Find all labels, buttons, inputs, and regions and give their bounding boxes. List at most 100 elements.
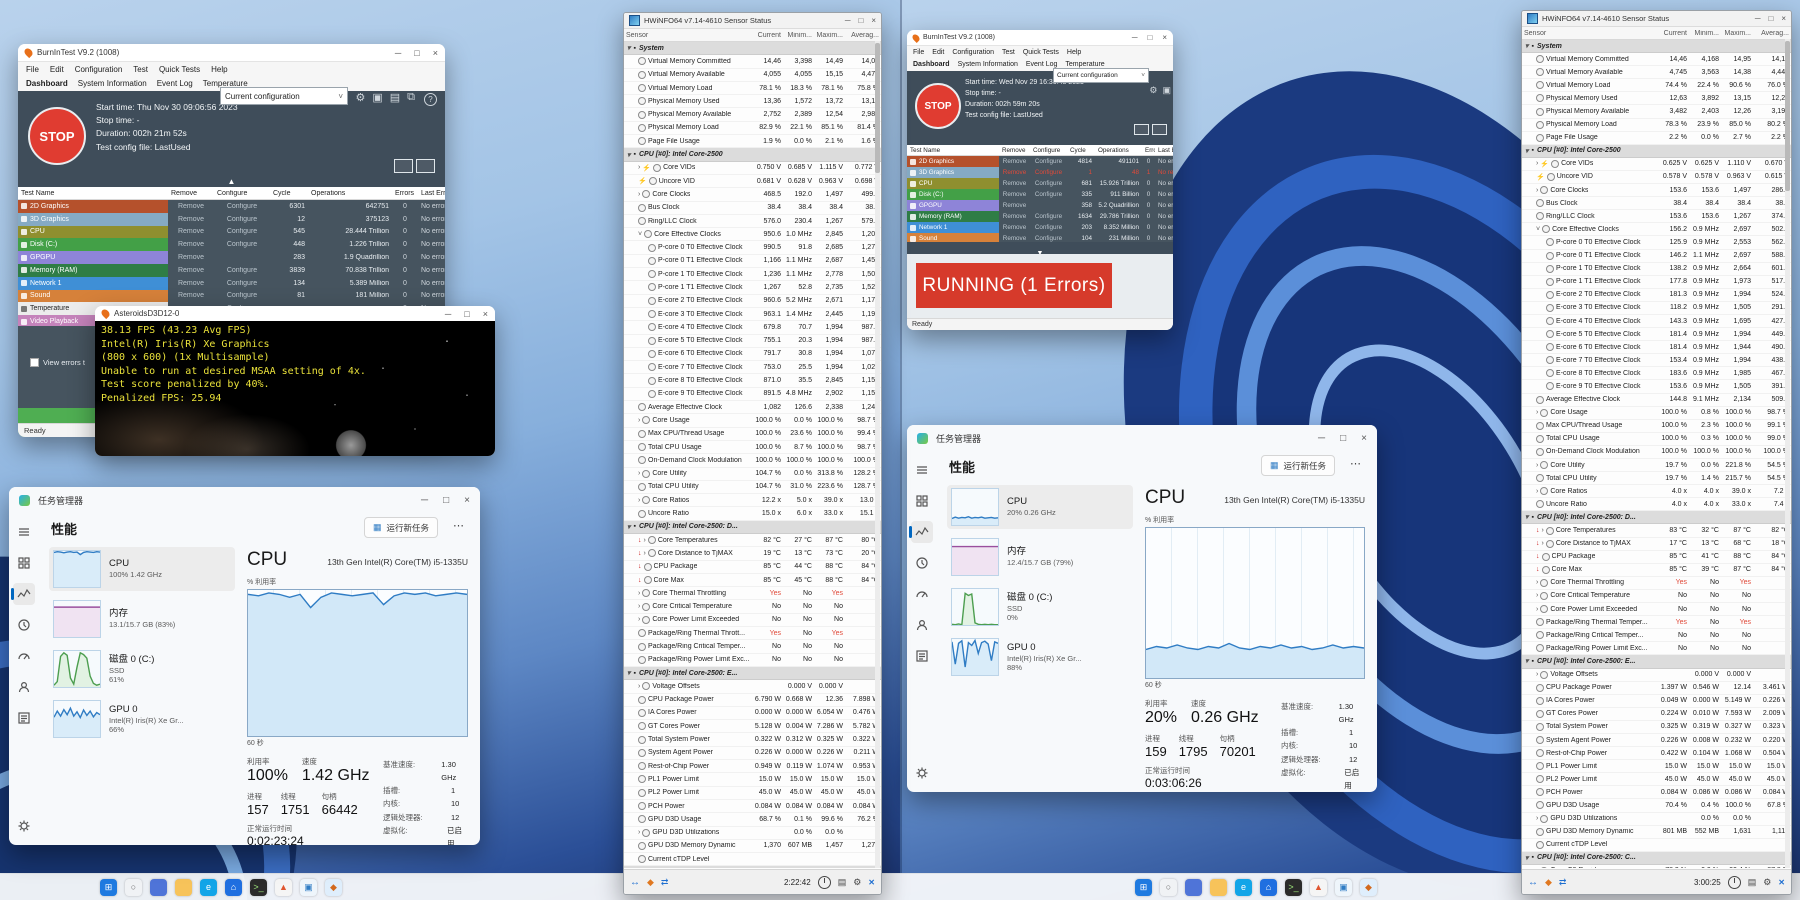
sensor-row[interactable]: ↓ CPU Package 85 °C 41 °C 88 °C 84 °C: [1522, 551, 1791, 564]
minimize-button[interactable]: ─: [394, 47, 402, 58]
collapse-arrow-icon[interactable]: ▾: [1525, 43, 1529, 51]
sensor-row[interactable]: ↓ › Core Distance to TjMAX 17 °C 13 °C 68 °C 1…: [1522, 538, 1791, 551]
gear-icon[interactable]: ⚙: [355, 92, 366, 104]
test-row[interactable]: GPGPU Remove 283 1.9 Quadrillion 0 No errors: [18, 251, 445, 264]
close-sensors-icon[interactable]: ✕: [1778, 877, 1785, 887]
perf-card-cpu[interactable]: CPU 20% 0.26 GHz: [947, 485, 1133, 529]
sensor-row[interactable]: › Core Clocks 153.6 153.6 1,497 286.7: [1522, 184, 1791, 198]
remove-link[interactable]: Remove: [177, 241, 205, 249]
taskbar-icon-task-view[interactable]: [150, 878, 167, 896]
sensor-row[interactable]: Uncore Ratio 15.0 x 6.0 x 33.0 x 15.1 x: [624, 507, 881, 521]
perf-card-disk[interactable]: 磁盘 0 (C:) SSD 61%: [49, 647, 235, 691]
sensor-row[interactable]: ⚡ Uncore VID 0.681 V 0.628 V 0.963 V 0.698 V: [624, 175, 881, 189]
tab-event-log[interactable]: Event Log: [156, 79, 193, 88]
menu-help[interactable]: Help: [211, 64, 228, 74]
taskbar-icon-edge[interactable]: e: [200, 878, 217, 896]
sensor-row[interactable]: CPU Package Power 6.790 W 0.668 W 12.36 7.89…: [624, 694, 881, 707]
menu-help[interactable]: Help: [1066, 48, 1082, 56]
sensor-row[interactable]: › Core Utility 19.7 % 0.0 % 221.8 % 54.5 %: [1522, 459, 1791, 473]
taskbar-icon-terminal[interactable]: >_: [250, 878, 267, 896]
configure-link[interactable]: Configure: [1034, 191, 1063, 198]
meter-view-icon[interactable]: [1152, 124, 1167, 135]
minimize-button[interactable]: ─: [421, 494, 429, 506]
sensor-row[interactable]: GT Cores Power 0.224 W 0.010 W 7.593 W 2.009…: [1522, 708, 1791, 721]
sensor-row[interactable]: › Voltage Offsets 0.000 V 0.000 V: [624, 680, 881, 694]
sensor-row[interactable]: › Core Critical Temperature No No No: [1522, 590, 1791, 604]
tab-dashboard[interactable]: Dashboard: [913, 61, 950, 68]
nav-menu[interactable]: [13, 521, 35, 543]
expand-arrow-icon[interactable]: ›: [1536, 592, 1539, 600]
maximize-button[interactable]: □: [1768, 14, 1774, 23]
sensor-row[interactable]: Bus Clock 38.4 38.4 38.4 38.4: [1522, 197, 1791, 211]
test-row[interactable]: Network 1 Remove Configure 203 8.352 Million…: [907, 222, 1173, 233]
sensor-row[interactable]: Total CPU Utility 19.7 % 1.4 % 215.7 % 54.5 …: [1522, 472, 1791, 486]
expand-arrow-icon[interactable]: ›: [1536, 160, 1539, 168]
sensor-row[interactable]: System Agent Power 0.226 W 0.000 W 0.226 W 0…: [624, 747, 881, 761]
sensor-row[interactable]: › GPU D3D Utilizations 0.0 % 0.0 %: [1522, 813, 1791, 826]
help-icon[interactable]: ?: [424, 93, 437, 106]
scrollbar[interactable]: [1785, 39, 1790, 868]
remove-link[interactable]: Remove: [1002, 191, 1027, 198]
sensor-row[interactable]: System Agent Power 0.226 W 0.008 W 0.232 W 0…: [1522, 734, 1791, 748]
test-row[interactable]: Memory (RAM) Remove Configure 1634 29.786 Tr…: [907, 211, 1173, 222]
sensor-row[interactable]: Package/Ring Power Limit Exc... No No No: [624, 654, 881, 667]
remove-link[interactable]: Remove: [177, 266, 205, 274]
sensor-row[interactable]: › Core Thermal Throttling Yes No Yes: [624, 587, 881, 601]
remove-link[interactable]: Remove: [177, 279, 205, 287]
maximize-button[interactable]: □: [443, 494, 450, 506]
close-button[interactable]: ×: [1162, 33, 1167, 42]
taskbar-icon-task-manager[interactable]: ▣: [300, 878, 317, 896]
menu-file[interactable]: File: [913, 48, 925, 56]
sensor-row[interactable]: › Core Ratios 12.2 x 5.0 x 39.0 x 13.0 x: [624, 494, 881, 508]
sensor-row[interactable]: P-core 0 T1 Effective Clock 1,166 1.1 MHz 2…: [624, 255, 881, 269]
sensor-row[interactable]: › ⚡ Core VIDs 0.625 V 0.625 V 1.110 V 0.670 V: [1522, 158, 1791, 171]
sensor-section[interactable]: ▾ ▪ CPU [#0]: Intel Core-2500: E...: [1522, 655, 1791, 669]
sensor-row[interactable]: › Core Usage 100.0 % 0.8 % 100.0 % 98.7 %: [1522, 407, 1791, 420]
sensor-row[interactable]: › Voltage Offsets 0.000 V 0.000 V: [1522, 669, 1791, 682]
more-options-button[interactable]: ⋯: [453, 520, 464, 532]
tab-system-information[interactable]: System Information: [77, 79, 147, 88]
expand-arrow-icon[interactable]: ›: [1536, 186, 1539, 194]
sensor-section[interactable]: ▾ ▪ System: [1522, 40, 1791, 54]
remove-link[interactable]: Remove: [177, 202, 205, 210]
sensor-row[interactable]: Physical Memory Available 2,752 2,389 12,54…: [624, 108, 881, 122]
menu-test[interactable]: Test: [133, 64, 148, 74]
save-icon[interactable]: ▣: [1162, 85, 1171, 95]
cpu-usage-graph[interactable]: [247, 589, 468, 737]
close-sensors-icon[interactable]: ✕: [868, 877, 875, 887]
test-row[interactable]: 2D Graphics Remove Configure 4814 491101 0 No …: [907, 156, 1173, 167]
sensor-row[interactable]: Physical Memory Available 3,482 2,403 12,26…: [1522, 105, 1791, 119]
expand-arrow-icon[interactable]: ›: [1536, 815, 1539, 823]
sensor-row[interactable]: Package/Ring Thermal Temper... Yes No Yes: [1522, 616, 1791, 630]
sensor-row[interactable]: P-core 0 T0 Effective Clock 990.5 91.8 2,68…: [624, 241, 881, 255]
expand-arrow-icon[interactable]: ›: [1541, 527, 1544, 535]
sensor-row[interactable]: E-core 3 T0 Effective Clock 963.1 1.4 MHz 2…: [624, 308, 881, 322]
perf-card-disk[interactable]: 磁盘 0 (C:) SSD 0%: [947, 585, 1133, 629]
share-report-icon[interactable]: ⇄: [1558, 876, 1567, 887]
expand-arrow-icon[interactable]: ›: [638, 616, 641, 624]
sensor-row[interactable]: P-core 0 T0 Effective Clock 125.9 0.9 MHz 2…: [1522, 236, 1791, 250]
expand-arrow-icon[interactable]: ›: [1536, 671, 1539, 679]
sensor-row[interactable]: Average Effective Clock 1,082 126.6 2,338 1,…: [624, 401, 881, 415]
taskbar-icon-store[interactable]: ⌂: [225, 878, 242, 896]
sensor-row[interactable]: Virtual Memory Load 78.1 % 18.3 % 78.1 % 75.…: [624, 82, 881, 96]
remove-link[interactable]: Remove: [177, 292, 205, 300]
remove-link[interactable]: Remove: [1002, 224, 1027, 231]
collapse-arrow-icon[interactable]: ▾: [627, 151, 631, 159]
nav-menu[interactable]: [911, 459, 933, 481]
taskbar-icon-burnintest[interactable]: ▲: [1310, 878, 1327, 896]
dashboard-view-icon[interactable]: [1134, 124, 1149, 135]
sensor-row[interactable]: ↓ CPU Package 85 °C 44 °C 88 °C 84 °C: [624, 561, 881, 574]
expand-arrow-icon[interactable]: ›: [638, 682, 641, 690]
sensor-row[interactable]: Package/Ring Critical Temper... No No No: [1522, 629, 1791, 643]
sensor-row[interactable]: E-core 2 T0 Effective Clock 960.6 5.2 MHz 2…: [624, 295, 881, 308]
settings-gear-icon[interactable]: ⚙: [853, 876, 862, 887]
maximize-button[interactable]: □: [464, 308, 470, 319]
sensor-row[interactable]: GPU D3D Usage 70.4 % 0.4 % 100.0 % 67.8 %: [1522, 799, 1791, 813]
remove-link[interactable]: Remove: [177, 215, 205, 223]
sensor-section[interactable]: ▾ ▪ CPU [#0]: Intel Core-2500: D...: [624, 520, 881, 534]
test-row[interactable]: 2D Graphics Remove Configure 6301 642751 0 No …: [18, 200, 445, 213]
test-row[interactable]: Network 1 Remove Configure 134 5.389 Million…: [18, 276, 445, 290]
sensor-row[interactable]: GPU D3D Memory Dynamic 801 MB 552 MB 1,631 1…: [1522, 826, 1791, 839]
expand-arrow-icon[interactable]: ›: [638, 470, 641, 478]
